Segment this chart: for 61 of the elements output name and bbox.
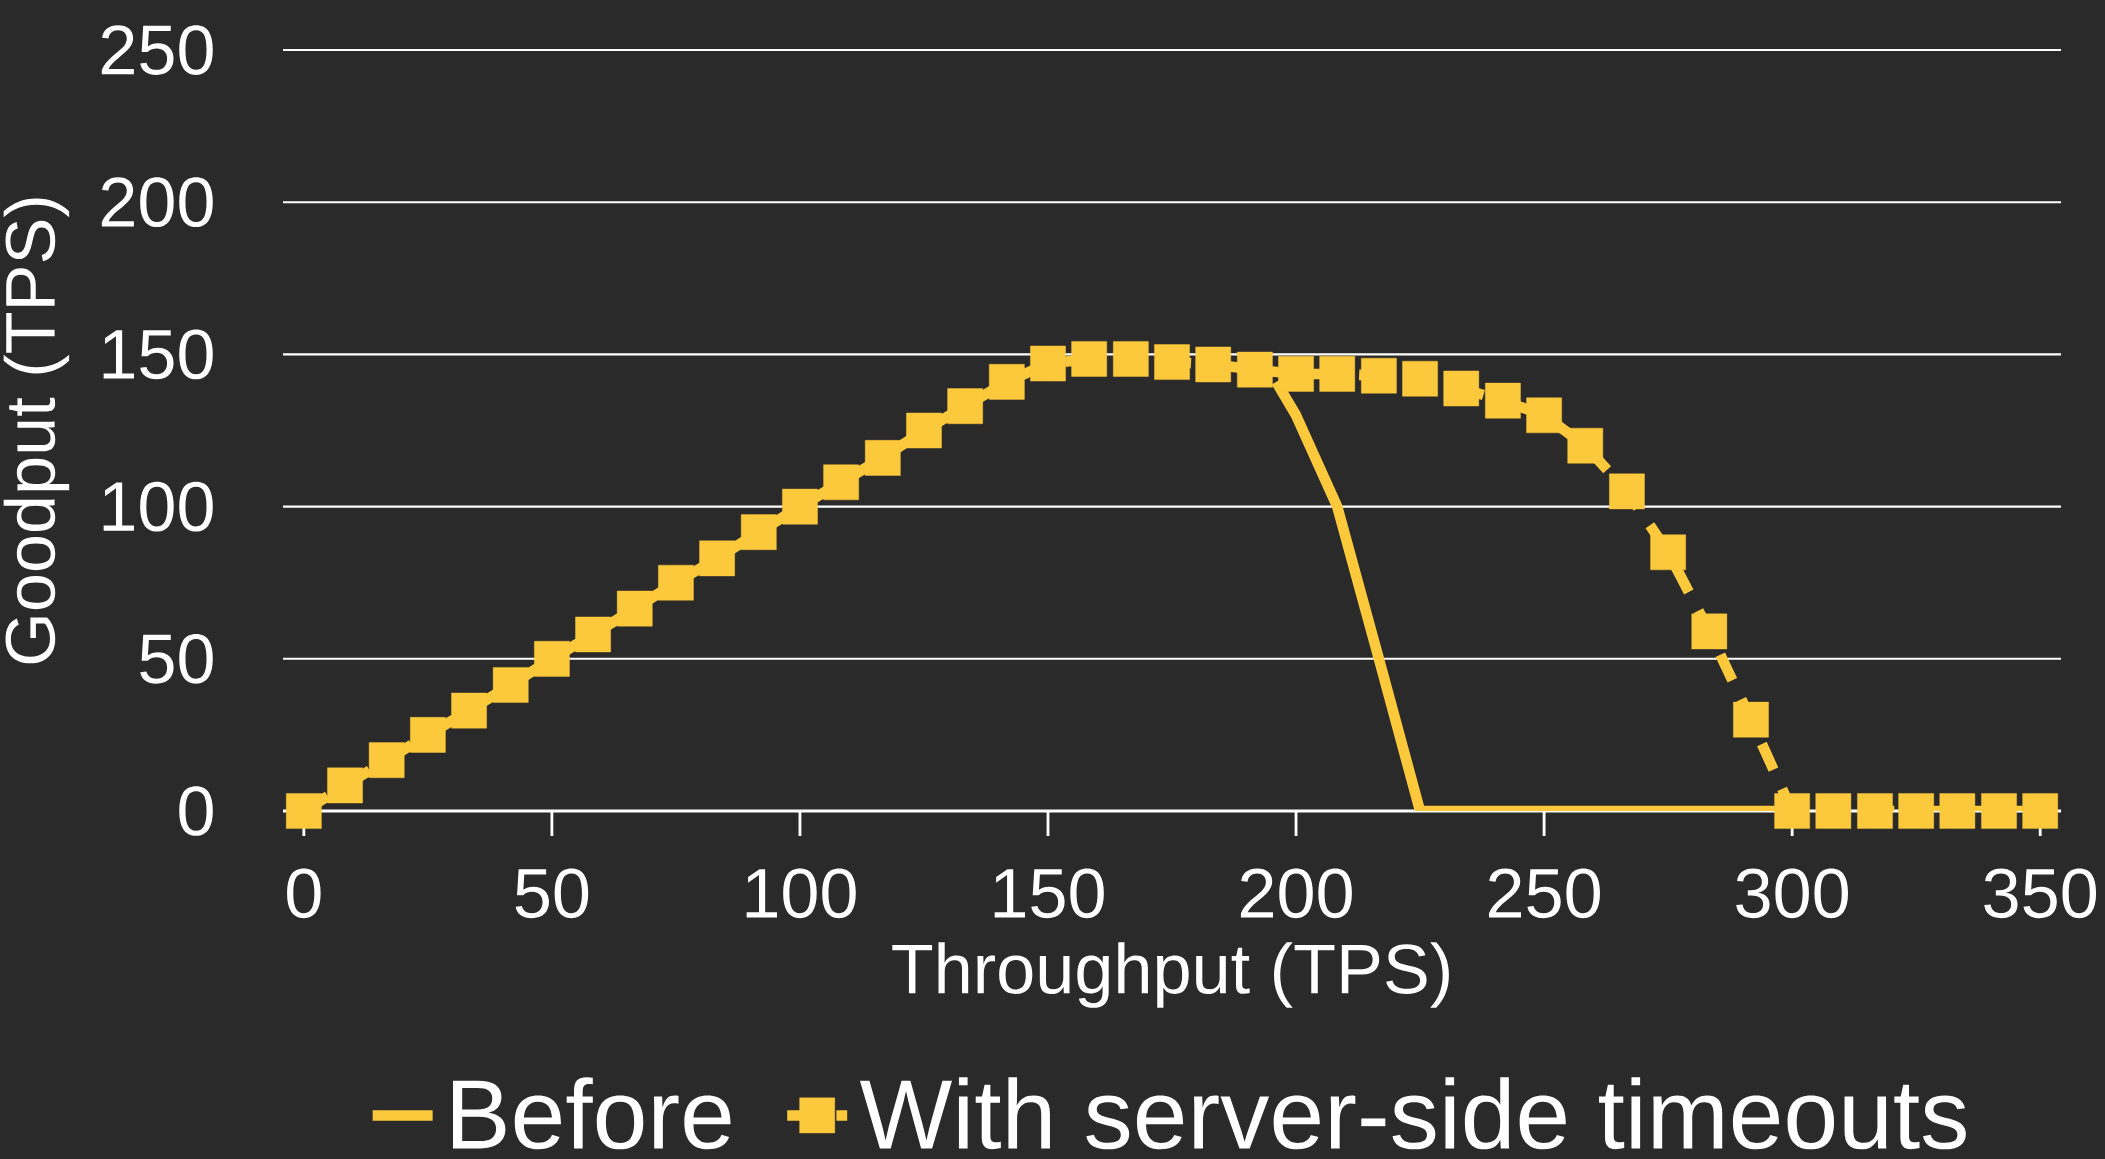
- point: [1071, 341, 1107, 377]
- point: [1733, 701, 1769, 738]
- x-tick-label: 250: [1488, 868, 1600, 919]
- y-tick-label: 150: [103, 329, 213, 380]
- legend-label: With server-side timeouts: [859, 1077, 1966, 1150]
- y-tick-label: 50: [140, 633, 213, 684]
- point: [823, 464, 859, 501]
- point: [534, 641, 570, 677]
- point: [989, 364, 1025, 400]
- point: [1361, 357, 1397, 394]
- point: [1815, 793, 1852, 829]
- point: [575, 616, 611, 653]
- point: [1319, 356, 1356, 392]
- y-tick-label: 100: [103, 481, 213, 532]
- y-axis-title: Goodput (TPS): [3, 198, 70, 664]
- x-tick-label: 300: [1736, 868, 1848, 919]
- x-tick-label: 50: [515, 868, 589, 919]
- point: [1402, 360, 1438, 397]
- point: [658, 564, 694, 601]
- point: [1857, 793, 1893, 829]
- point: [1237, 351, 1273, 388]
- point: [1691, 613, 1728, 650]
- point: [782, 488, 818, 525]
- point: [947, 388, 983, 424]
- point: [1113, 341, 1149, 377]
- point: [1278, 356, 1314, 392]
- point: [1939, 793, 1976, 829]
- x-tick-label: 100: [746, 868, 856, 919]
- point: [492, 667, 529, 703]
- point: [1485, 382, 1521, 419]
- point: [906, 412, 942, 449]
- point: [410, 717, 446, 753]
- point: [865, 440, 901, 476]
- x-tick-label: 150: [994, 868, 1104, 919]
- point: [368, 742, 405, 778]
- x-tick-label: 200: [1240, 868, 1352, 919]
- point: [1154, 344, 1190, 380]
- y-tick-label: 0: [179, 786, 213, 836]
- point: [1774, 793, 1810, 829]
- point: [1195, 346, 1231, 383]
- point: [1030, 345, 1066, 382]
- point: [1526, 397, 1562, 434]
- point: [616, 590, 653, 627]
- x-tick-label: 0: [287, 868, 321, 919]
- point: [327, 767, 363, 804]
- point: [1443, 370, 1480, 407]
- point: [451, 692, 487, 729]
- point: [1898, 793, 1934, 829]
- point: [1567, 427, 1604, 464]
- point: [740, 514, 777, 550]
- point: [1609, 473, 1645, 510]
- legend-label: Before: [453, 1077, 731, 1150]
- point: [1981, 793, 2017, 829]
- point: [2022, 793, 2058, 829]
- x-tick-label: 350: [1984, 868, 2097, 919]
- point: [1650, 534, 1686, 571]
- point: [286, 793, 322, 829]
- y-tick-label: 200: [101, 177, 213, 228]
- point: [699, 540, 735, 577]
- x-axis-title: Throughput (TPS): [892, 942, 1449, 1008]
- y-tick-label: 250: [101, 25, 213, 75]
